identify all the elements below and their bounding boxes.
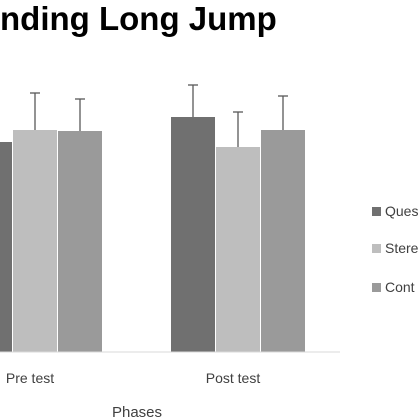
x-tick-label-pre-test: Pre test bbox=[6, 370, 54, 386]
error-bar-stere-pre-test bbox=[30, 92, 40, 130]
legend-swatch-stere bbox=[372, 244, 381, 253]
bar-cont-pre-test bbox=[58, 131, 102, 352]
chart-title: nding Long Jump bbox=[0, 0, 277, 37]
error-bar-stere-post-test bbox=[233, 111, 243, 147]
error-bar-cont-post-test bbox=[278, 95, 288, 130]
bar-ques-pre-test bbox=[0, 142, 12, 352]
error-bar-cont-pre-test bbox=[75, 98, 85, 131]
legend-swatch-cont bbox=[372, 283, 381, 292]
bar-stere-pre-test bbox=[13, 130, 57, 352]
x-tick-label-post-test: Post test bbox=[206, 370, 261, 386]
legend-label-stere: Stere bbox=[385, 240, 419, 256]
legend-label-ques: Ques bbox=[385, 203, 418, 219]
legend-swatch-ques bbox=[372, 207, 381, 216]
bar-ques-post-test bbox=[171, 117, 215, 352]
bar-cont-post-test bbox=[261, 130, 305, 352]
error-bar-ques-post-test bbox=[188, 84, 198, 117]
legend-label-cont: Cont bbox=[385, 279, 415, 295]
plot-area bbox=[0, 84, 305, 352]
x-axis-title: Phases bbox=[112, 404, 162, 420]
legend: Ques Stere Cont bbox=[372, 203, 419, 295]
bar-stere-post-test bbox=[216, 147, 260, 352]
